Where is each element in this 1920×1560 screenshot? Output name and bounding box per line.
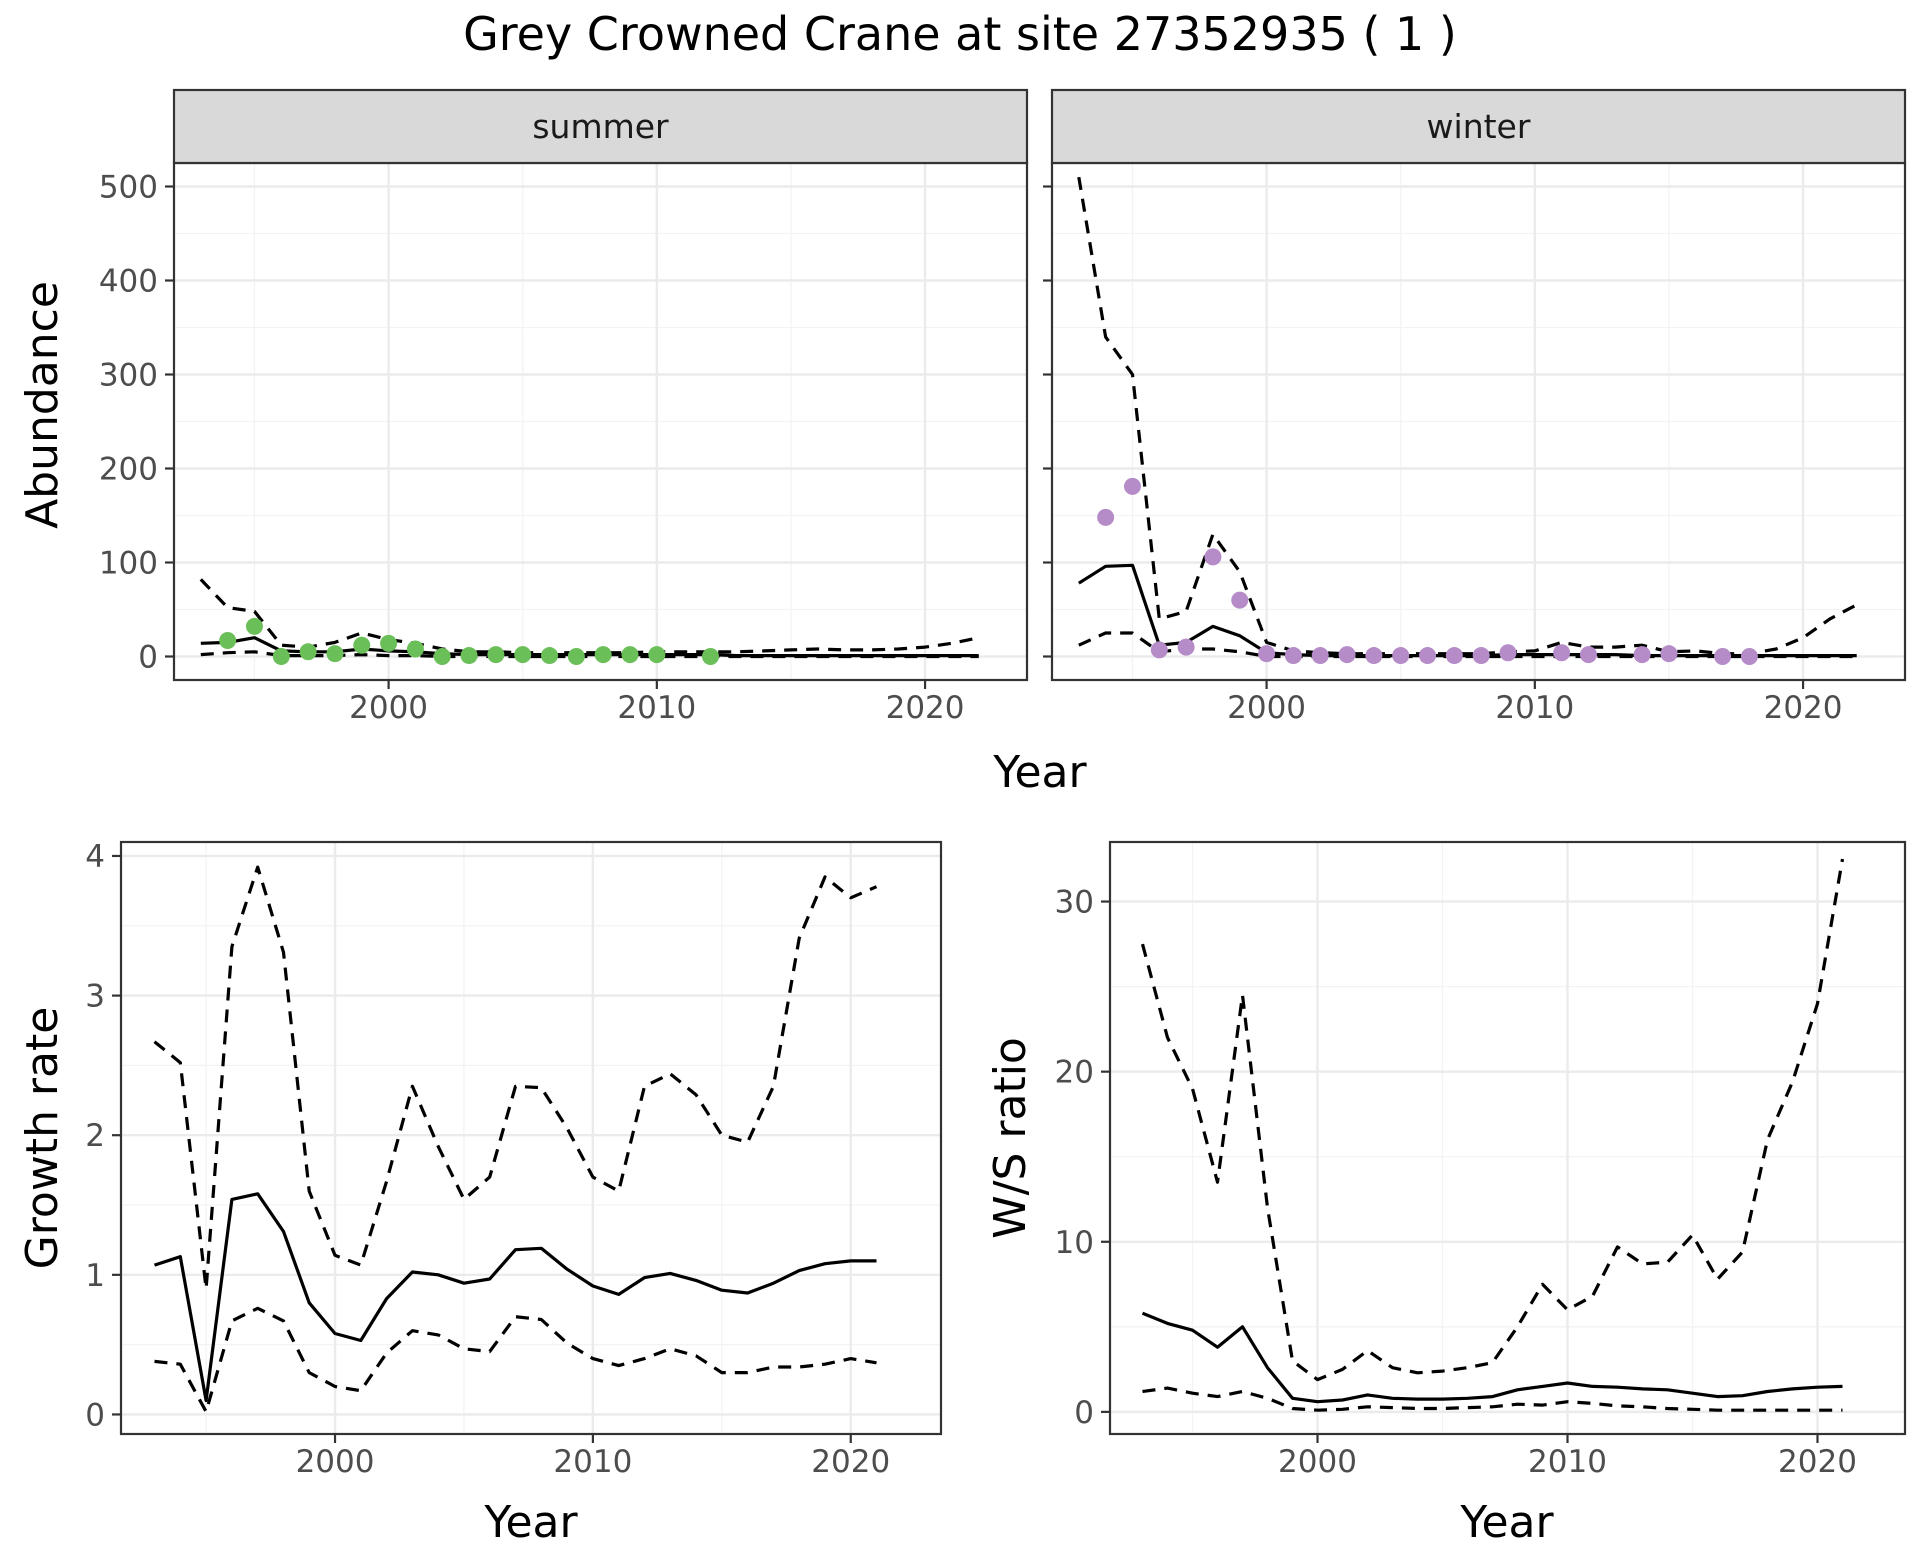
panel-border	[1108, 840, 1907, 1436]
y-tick-label: 2	[85, 1118, 105, 1154]
data-point	[1579, 646, 1597, 664]
x-tick-label: 2020	[1778, 1444, 1857, 1480]
data-point	[514, 646, 532, 664]
data-point	[1714, 648, 1732, 665]
x-tick-label: 2000	[296, 1444, 375, 1480]
panel-border	[119, 840, 943, 1436]
x-tick-label: 2010	[1495, 690, 1574, 726]
data-point	[380, 634, 398, 652]
data-point	[1365, 647, 1383, 665]
top-y-axis-title: Abundance	[17, 281, 68, 529]
data-point	[1419, 647, 1437, 665]
data-point	[1284, 647, 1302, 665]
data-point	[219, 632, 237, 650]
series-line-mean	[1141, 1311, 1843, 1404]
data-point	[487, 646, 505, 664]
x-axis-title: Year	[483, 1497, 578, 1548]
panel-background	[1110, 842, 1905, 1434]
facet-strip	[1050, 88, 1907, 165]
data-point	[1740, 648, 1758, 665]
series-line-lower	[154, 1306, 877, 1414]
x-tick-label: 2020	[1764, 690, 1843, 726]
x-tick-label: 2000	[1278, 1444, 1357, 1480]
data-point	[1445, 647, 1463, 665]
series-line-lower	[1078, 631, 1857, 659]
x-tick-label: 2000	[1227, 690, 1306, 726]
data-point	[353, 636, 371, 654]
y-tick-label: 0	[1074, 1395, 1094, 1431]
y-tick-label: 300	[99, 358, 158, 394]
data-point	[1311, 647, 1329, 665]
data-point	[433, 648, 451, 665]
x-tick-label: 2010	[553, 1444, 632, 1480]
panel-0: summer 2000 2010 2020 0 100 200 300 400 500	[99, 88, 1029, 726]
y-tick-label: 0	[138, 640, 158, 676]
data-point	[326, 645, 344, 663]
panel-2: 2000 2010 2020 0 1 2 3 4 Year Growth rate	[17, 839, 943, 1548]
panel-1: winter 2000 2010 2020	[1043, 88, 1907, 726]
data-point	[460, 647, 478, 665]
data-point	[567, 648, 585, 665]
x-tick-label: 2010	[1528, 1444, 1607, 1480]
y-tick-label: 1	[85, 1258, 105, 1294]
x-axis-title: Year	[1459, 1497, 1554, 1548]
series-line-upper	[1140, 858, 1845, 1382]
data-point	[272, 648, 290, 665]
facet-strip-label: winter	[1427, 107, 1531, 146]
chart-title: Grey Crowned Crane at site 27352935 ( 1 …	[463, 7, 1457, 61]
series-line-lower	[200, 650, 979, 659]
data-point	[1660, 645, 1678, 663]
panel-background	[121, 842, 941, 1434]
y-tick-label: 4	[85, 839, 105, 875]
series-line-upper	[199, 578, 980, 655]
data-point	[245, 617, 263, 635]
data-point	[1231, 591, 1249, 609]
y-axis-title: W/S ratio	[985, 1037, 1036, 1239]
data-point	[1633, 646, 1651, 664]
series-line-lower	[1142, 1386, 1843, 1412]
y-tick-label: 10	[1055, 1225, 1094, 1261]
data-point	[1553, 644, 1571, 662]
data-point	[406, 640, 424, 658]
series-line-upper	[153, 865, 878, 1291]
data-point	[1392, 647, 1410, 665]
data-point	[1204, 548, 1222, 566]
y-tick-label: 0	[85, 1397, 105, 1433]
data-point	[1177, 638, 1195, 656]
y-tick-label: 400	[99, 264, 158, 300]
y-tick-label: 20	[1055, 1055, 1094, 1091]
x-tick-label: 2020	[886, 690, 965, 726]
y-tick-label: 500	[99, 170, 158, 206]
series-line-mean	[154, 1192, 877, 1403]
data-point	[1150, 641, 1168, 659]
data-point	[701, 648, 719, 665]
data-point	[541, 647, 559, 665]
facet-strip-label: summer	[532, 107, 669, 146]
panel-3: 2000 2010 2020 0 10 20 30 Year W/S ratio	[985, 840, 1907, 1548]
y-tick-label: 100	[99, 546, 158, 582]
data-point	[621, 646, 639, 664]
x-tick-label: 2020	[811, 1444, 890, 1480]
data-point	[594, 646, 612, 664]
data-point	[299, 643, 317, 661]
data-point	[1097, 508, 1115, 526]
y-tick-label: 3	[85, 979, 105, 1015]
data-point	[1123, 477, 1141, 495]
data-point	[1499, 644, 1517, 662]
data-point	[1472, 647, 1490, 665]
data-point	[648, 646, 666, 664]
facet-strip	[172, 88, 1029, 165]
top-x-axis-title: Year	[992, 747, 1087, 798]
x-tick-label: 2000	[349, 690, 428, 726]
data-point	[1338, 646, 1356, 664]
y-tick-label: 200	[99, 452, 158, 488]
data-point	[1258, 645, 1276, 663]
y-tick-label: 30	[1055, 885, 1094, 921]
x-tick-label: 2010	[617, 690, 696, 726]
y-axis-title: Growth rate	[17, 1007, 68, 1270]
